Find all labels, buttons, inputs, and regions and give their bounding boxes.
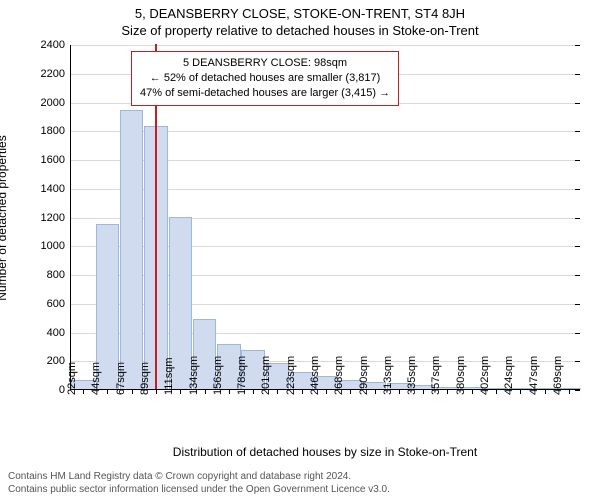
ytick-label: 1600 (41, 154, 71, 166)
xtick-label: 268sqm (333, 356, 345, 395)
y-axis-label: Number of detached properties (0, 135, 9, 300)
xtick-mark (132, 389, 133, 394)
xtick-label: 111sqm (163, 357, 175, 395)
footer-line-2: Contains public sector information licen… (8, 484, 592, 497)
xtick-label: 89sqm (139, 362, 151, 395)
xtick-mark (569, 389, 570, 394)
histogram-bar (120, 110, 143, 389)
chart-subtitle: Size of property relative to detached ho… (0, 21, 600, 38)
ytick-mark (575, 275, 580, 276)
ytick-mark (575, 218, 580, 219)
ytick-label: 1000 (41, 240, 71, 252)
xtick-mark (447, 389, 448, 394)
ytick-label: 1200 (41, 212, 71, 224)
ytick-mark (575, 103, 580, 104)
xtick-mark (423, 389, 424, 394)
xtick-mark (520, 389, 521, 394)
xtick-label: 134sqm (188, 356, 200, 395)
plot-area: 0200400600800100012001400160018002000220… (70, 45, 580, 390)
ytick-mark (575, 189, 580, 190)
annotation-box: 5 DEANSBERRY CLOSE: 98sqm← 52% of detach… (131, 51, 399, 106)
xtick-mark (472, 389, 473, 394)
xtick-mark (399, 389, 400, 394)
xtick-label: 44sqm (90, 362, 102, 395)
ytick-mark (575, 45, 580, 46)
xtick-label: 313sqm (382, 356, 394, 395)
chart-container: 5, DEANSBERRY CLOSE, STOKE-ON-TRENT, ST4… (0, 0, 600, 500)
xtick-label: 156sqm (212, 356, 224, 395)
xtick-mark (302, 389, 303, 394)
xtick-label: 469sqm (552, 356, 564, 395)
xtick-mark (180, 389, 181, 394)
annotation-line: ← 52% of detached houses are smaller (3,… (140, 71, 390, 86)
ytick-mark (575, 390, 580, 391)
ytick-mark (575, 361, 580, 362)
xtick-mark (205, 389, 206, 394)
ytick-mark (575, 160, 580, 161)
xtick-label: 201sqm (260, 356, 272, 395)
xtick-mark (350, 389, 351, 394)
x-axis-label: Distribution of detached houses by size … (173, 445, 477, 459)
xtick-label: 402sqm (479, 356, 491, 395)
xtick-mark (253, 389, 254, 394)
xtick-mark (229, 389, 230, 394)
xtick-label: 447sqm (528, 356, 540, 395)
xtick-mark (107, 389, 108, 394)
xtick-label: 67sqm (115, 362, 127, 395)
xtick-label: 22sqm (66, 362, 78, 395)
xtick-mark (326, 389, 327, 394)
ytick-label: 2200 (41, 68, 71, 80)
xtick-label: 223sqm (285, 356, 297, 395)
ytick-label: 400 (47, 327, 71, 339)
xtick-mark (545, 389, 546, 394)
xtick-label: 246sqm (309, 356, 321, 395)
ytick-mark (575, 74, 580, 75)
xtick-mark (83, 389, 84, 394)
xtick-label: 424sqm (503, 356, 515, 395)
ytick-label: 1400 (41, 183, 71, 195)
xtick-label: 357sqm (430, 356, 442, 395)
ytick-label: 2400 (41, 39, 71, 51)
annotation-line: 47% of semi-detached houses are larger (… (140, 86, 390, 101)
footer-attribution: Contains HM Land Registry data © Crown c… (8, 471, 592, 496)
xtick-mark (375, 389, 376, 394)
ytick-label: 600 (47, 298, 71, 310)
chart-title-address: 5, DEANSBERRY CLOSE, STOKE-ON-TRENT, ST4… (0, 0, 600, 21)
gridline-h (71, 45, 580, 46)
xtick-label: 178sqm (236, 356, 248, 395)
ytick-mark (575, 131, 580, 132)
xtick-label: 380sqm (455, 356, 467, 395)
annotation-line: 5 DEANSBERRY CLOSE: 98sqm (140, 56, 390, 71)
ytick-label: 2000 (41, 97, 71, 109)
xtick-label: 290sqm (358, 356, 370, 395)
ytick-mark (575, 333, 580, 334)
ytick-label: 1800 (41, 125, 71, 137)
xtick-mark (277, 389, 278, 394)
ytick-label: 800 (47, 269, 71, 281)
ytick-mark (575, 304, 580, 305)
xtick-label: 335sqm (406, 356, 418, 395)
xtick-mark (496, 389, 497, 394)
ytick-mark (575, 246, 580, 247)
footer-line-1: Contains HM Land Registry data © Crown c… (8, 471, 592, 484)
xtick-mark (156, 389, 157, 394)
